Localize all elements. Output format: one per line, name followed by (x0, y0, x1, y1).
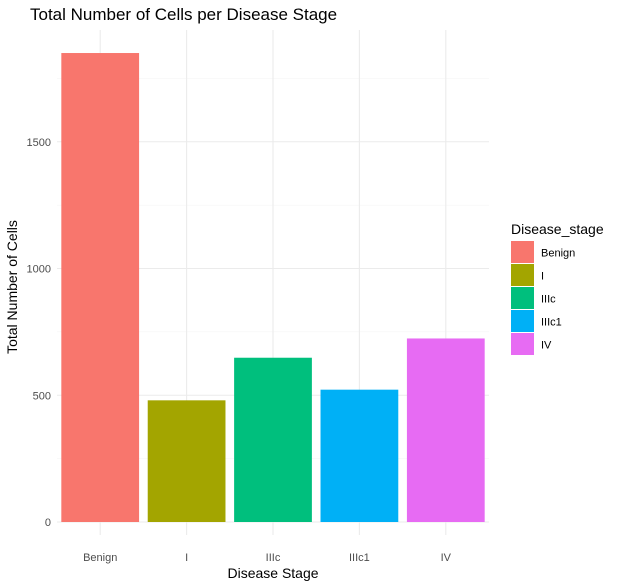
y-tick-label: 1000 (27, 264, 51, 276)
legend-label: IIIc (541, 294, 556, 306)
y-tick-label: 1500 (27, 137, 51, 149)
y-tick-label: 500 (33, 390, 51, 402)
legend-title: Disease_stage (511, 221, 604, 237)
bars (61, 53, 485, 523)
legend-key (511, 241, 534, 263)
y-axis-ticks: 0 500 1000 1500 (27, 137, 51, 529)
legend-key (511, 310, 534, 332)
x-axis-title: Disease Stage (227, 565, 318, 581)
x-axis-ticks: Benign I IIIc IIIc1 IV (83, 552, 452, 564)
legend: Disease_stage Benign I IIIc IIIc1 IV (511, 221, 604, 355)
bar-benign (61, 53, 140, 523)
y-axis-title: Total Number of Cells (4, 220, 20, 354)
legend-label: I (541, 271, 544, 283)
legend-key (511, 333, 534, 355)
legend-key (511, 287, 534, 309)
x-tick-label: IIIc (266, 552, 281, 564)
legend-label: Benign (541, 248, 575, 260)
x-tick-label: IIIc1 (349, 552, 370, 564)
legend-label: IV (541, 340, 552, 352)
bar-iiic (234, 357, 312, 522)
bar-iiic1 (320, 389, 399, 522)
x-tick-label: IV (441, 552, 452, 564)
x-tick-label: Benign (83, 552, 117, 564)
bar-iv (406, 338, 485, 522)
chart-title: Total Number of Cells per Disease Stage (30, 5, 337, 24)
y-tick-label: 0 (45, 517, 51, 529)
legend-label: IIIc1 (541, 317, 562, 329)
bar-i (147, 400, 226, 522)
legend-key (511, 264, 534, 286)
x-tick-label: I (185, 552, 188, 564)
